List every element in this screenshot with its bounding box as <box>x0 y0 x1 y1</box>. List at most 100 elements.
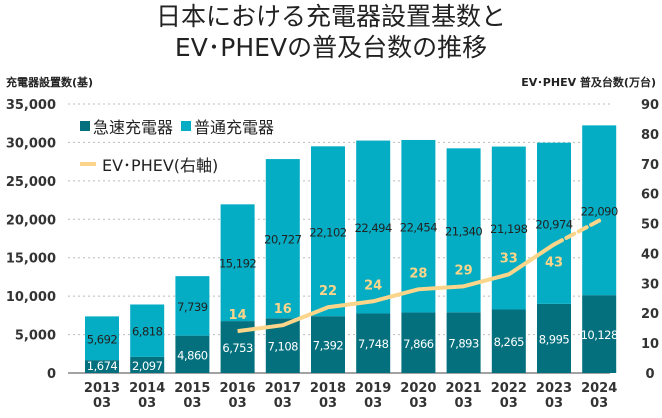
x-tick-label: 03 <box>590 396 608 411</box>
line-data-label: 33 <box>500 251 518 266</box>
x-tick-label: 03 <box>364 396 382 411</box>
x-tick-label: 03 <box>138 396 156 411</box>
x-tick-label: 2023 <box>536 381 572 396</box>
bar-data-label: 21,340 <box>445 224 482 238</box>
x-tick-label: 03 <box>545 396 563 411</box>
x-tick-label: 03 <box>229 396 247 411</box>
y-tick-label: 20,000 <box>6 213 56 228</box>
x-tick-label: 03 <box>183 396 201 411</box>
legend-quick: 急速充電器 <box>93 118 174 137</box>
y-right-tick-label: 60 <box>641 188 659 203</box>
bar-normal <box>311 146 345 317</box>
chart-title-line1: 日本における充電器設置基数と <box>155 2 506 31</box>
bar-quick <box>130 356 165 373</box>
bar-normal <box>356 140 391 314</box>
x-tick-label: 2020 <box>400 381 436 396</box>
ev-phev-line-projection <box>552 218 602 247</box>
y-tick-label: 5,000 <box>15 329 56 344</box>
bar-data-label: 8,265 <box>494 335 525 349</box>
legend-normal: 普通充電器 <box>194 118 275 137</box>
y-right-tick-label: 10 <box>641 337 659 352</box>
x-tick-label: 2022 <box>491 381 527 396</box>
legend-swatch-normal <box>181 121 192 131</box>
y-tick-label: 10,000 <box>6 290 56 305</box>
bar-data-label: 20,727 <box>264 233 301 247</box>
bar-quick <box>311 316 345 373</box>
bar-data-label: 22,494 <box>355 221 392 235</box>
x-tick-label: 2021 <box>446 381 482 396</box>
y-right-tick-label: 50 <box>641 218 659 233</box>
bar-normal <box>537 142 571 304</box>
bar-data-label: 7,748 <box>358 337 389 351</box>
y-right-tick-label: 80 <box>641 128 659 143</box>
y-right-tick-label: 40 <box>641 247 659 262</box>
x-tick-label: 03 <box>409 396 427 411</box>
bar-data-label: 5,692 <box>87 332 118 346</box>
bar-data-label: 20,974 <box>535 217 572 231</box>
bar-normal <box>175 276 210 336</box>
bar-quick <box>491 309 526 373</box>
y-tick-label: 35,000 <box>6 98 56 113</box>
bar-data-label: 6,753 <box>222 341 253 355</box>
x-tick-label: 03 <box>319 396 337 411</box>
bar-data-label: 6,818 <box>132 325 163 339</box>
bar-normal <box>220 204 255 322</box>
bar-data-label: 10,128 <box>581 328 618 342</box>
x-tick-label: 2018 <box>310 381 346 396</box>
legend-swatch-ev <box>80 162 96 166</box>
bar-normal <box>491 146 526 310</box>
x-tick-label: 2024 <box>581 381 617 396</box>
bar-data-label: 2,097 <box>132 359 163 373</box>
legend-line: EV･PHEV(右軸) <box>80 152 218 176</box>
y-right-tick-label: 90 <box>641 98 659 113</box>
y-tick-label: 0 <box>47 367 56 382</box>
right-axis-label: EV･PHEV 普及台数(万台) <box>521 76 656 89</box>
bar-normal <box>130 304 165 357</box>
bar-quick <box>537 303 571 373</box>
y-tick-label: 15,000 <box>6 252 56 267</box>
line-data-label: 43 <box>545 255 563 270</box>
line-data-label: 24 <box>364 278 382 293</box>
x-tick-label: 03 <box>500 396 518 411</box>
x-tick-label: 2013 <box>84 381 120 396</box>
bar-normal <box>401 139 436 313</box>
bar-data-label: 21,198 <box>490 222 527 236</box>
x-tick-label: 03 <box>455 396 473 411</box>
x-tick-label: 2015 <box>174 381 210 396</box>
y-right-tick-label: 0 <box>645 367 654 382</box>
bar-quick <box>401 312 436 373</box>
bar-data-label: 7,108 <box>268 340 299 354</box>
line-data-label: 16 <box>274 302 292 317</box>
y-right-tick-label: 70 <box>641 158 659 173</box>
bar-data-label: 22,454 <box>400 220 437 234</box>
legend: 急速充電器 普通充電器 <box>80 114 274 138</box>
ev-phev-line <box>237 242 556 334</box>
bar-quick <box>85 360 119 373</box>
line-data-label: 28 <box>409 266 427 281</box>
legend-ev: EV･PHEV(右軸) <box>102 156 219 175</box>
line-data-label: 29 <box>455 263 473 278</box>
bar-normal <box>85 316 119 361</box>
bar-normal <box>265 159 300 319</box>
bar-quick <box>446 312 481 373</box>
line-data-label: 14 <box>229 308 247 323</box>
bar-normal <box>582 125 617 296</box>
chart-title-line2: EV･PHEVの普及台数の推移 <box>174 33 488 62</box>
bar-data-label: 7,893 <box>448 337 479 351</box>
y-right-tick-label: 20 <box>641 307 659 322</box>
bar-data-label: 7,739 <box>177 300 208 314</box>
bar-data-label: 1,674 <box>87 359 118 373</box>
bar-data-label: 15,192 <box>219 257 256 271</box>
bar-data-label: 22,102 <box>309 225 346 239</box>
bar-quick <box>175 335 210 373</box>
bar-quick <box>356 313 391 373</box>
legend-swatch-quick <box>80 121 90 131</box>
x-tick-label: 2019 <box>355 381 391 396</box>
bar-data-label: 7,866 <box>403 337 434 351</box>
x-tick-label: 03 <box>274 396 292 411</box>
bar-data-label: 7,392 <box>313 339 344 353</box>
bar-data-label: 4,860 <box>177 348 208 362</box>
y-tick-label: 25,000 <box>6 175 56 190</box>
